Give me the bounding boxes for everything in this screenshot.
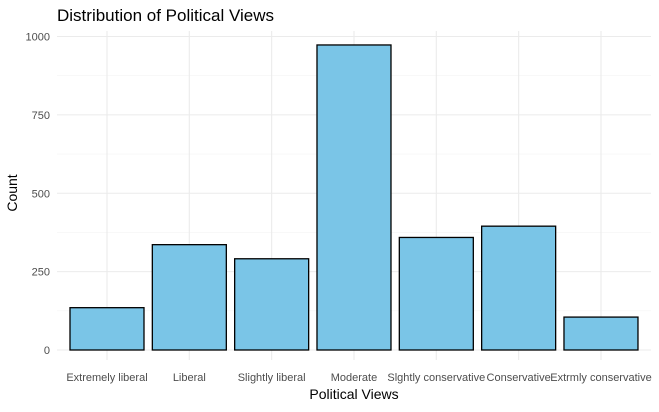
- x-axis-ticks: Extremely liberal Liberal Slightly liberal…: [66, 372, 651, 384]
- x-tick-label: Liberal: [173, 372, 206, 384]
- y-tick-label: 750: [32, 110, 50, 122]
- bar-slghtly-conservative: [398, 236, 474, 351]
- bar-slightly-liberal: [234, 258, 310, 351]
- x-tick-label: Slghtly conservative: [387, 372, 485, 384]
- bar-moderate: [316, 44, 392, 351]
- x-axis-title: Political Views: [309, 386, 398, 402]
- bars: [69, 44, 639, 351]
- chart-title: Distribution of Political Views: [57, 6, 274, 25]
- y-tick-label: 1000: [26, 32, 50, 44]
- x-tick-label: Slightly liberal: [238, 372, 306, 384]
- x-tick-label: Conservative: [487, 372, 551, 384]
- bar-conservative: [480, 225, 557, 351]
- bar-liberal: [151, 244, 227, 351]
- bar-extremely-liberal: [69, 307, 145, 351]
- y-tick-label: 0: [44, 345, 50, 357]
- bar-extrmly-conservative: [563, 316, 639, 351]
- y-tick-label: 250: [32, 267, 50, 279]
- x-tick-label: Extremely liberal: [66, 372, 147, 384]
- y-axis-title: Count: [4, 174, 20, 211]
- y-tick-label: 500: [32, 188, 50, 200]
- x-tick-label: Moderate: [331, 372, 377, 384]
- y-axis-ticks: 0 250 500 750 1000: [26, 32, 50, 358]
- x-tick-label: Extrmly conservative: [550, 372, 651, 384]
